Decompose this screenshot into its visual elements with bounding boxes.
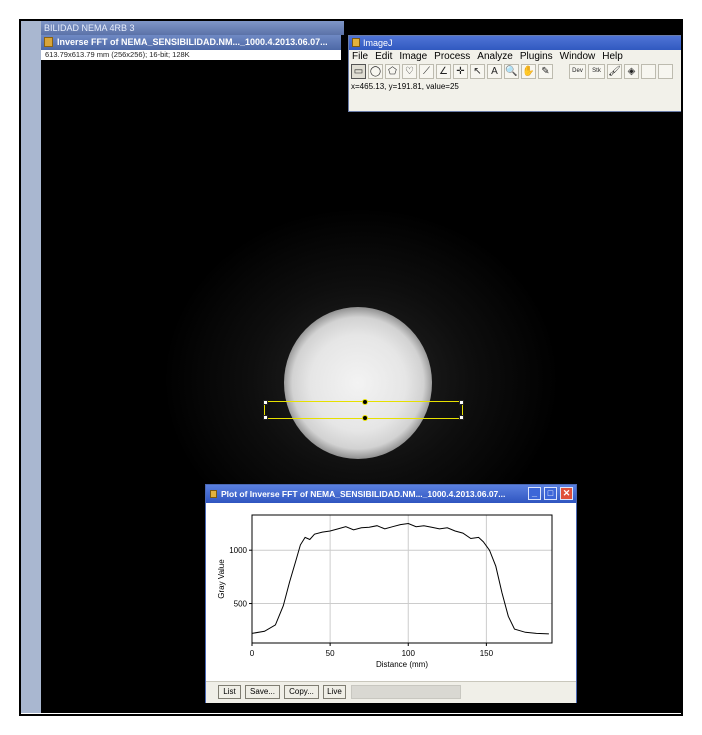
empty-tool-slot[interactable] [658,64,673,79]
menu-help[interactable]: Help [602,51,623,62]
desktop-side-strip [21,21,42,713]
menu-process[interactable]: Process [434,51,471,62]
imagej-window-icon [44,37,53,47]
close-icon[interactable]: ✕ [560,487,573,500]
menu-window[interactable]: Window [559,51,596,62]
dropper-tool-icon[interactable]: ✎ [538,64,553,79]
x-tick-label: 150 [480,649,494,658]
hand-tool-icon[interactable]: ✋ [521,64,536,79]
x-tick-label: 0 [250,649,255,658]
screenshot-frame: BILIDAD NEMA 4RB 3 Inverse FFT of NEMA_S… [19,19,683,716]
imagej-title: ImageJ [363,38,393,48]
point-tool-icon[interactable]: ✛ [453,64,468,79]
y-axis-label: Gray Value [217,559,226,599]
copy-button[interactable]: Copy... [284,685,319,699]
y-tick-label: 1000 [229,546,247,555]
brush-tool-icon[interactable]: 🖌 [607,64,622,79]
menu-bar: File Edit Image Process Analyze Plugins Window… [349,50,681,63]
imagej-desktop: BILIDAD NEMA 4RB 3 Inverse FFT of NEMA_S… [41,21,681,713]
plot-frame [251,514,553,644]
plot-titlebar[interactable]: Plot of Inverse FFT of NEMA_SENSIBILIDAD… [206,485,576,503]
roi-handle[interactable] [362,399,368,405]
menu-image[interactable]: Image [399,51,428,62]
profile-line [251,522,549,635]
maximize-icon[interactable]: □ [544,487,557,500]
menu-analyze[interactable]: Analyze [477,51,513,62]
roi-handle[interactable] [263,415,268,420]
coordinate-field [351,685,461,699]
x-tick-label: 50 [326,649,335,658]
roi-handle[interactable] [362,415,368,421]
menu-edit[interactable]: Edit [375,51,393,62]
plot-title: Plot of Inverse FFT of NEMA_SENSIBILIDAD… [221,489,506,499]
plot-button-bar: List Save... Copy... Live [206,681,576,703]
empty-tool-slot[interactable] [641,64,656,79]
phantom-disc [284,307,432,459]
rectangle-tool-icon[interactable]: ▭ [351,64,366,79]
imagej-main-window: ImageJ _ File Edit Image Process Analyze Plug… [348,35,681,112]
live-button[interactable]: Live [323,685,346,699]
oval-tool-icon[interactable]: ◯ [368,64,383,79]
dev-menu-icon[interactable]: Dev [569,64,586,79]
status-line: x=465.13, y=191.81, value=25 [351,82,459,91]
line-tool-icon[interactable]: ⟋ [419,64,434,79]
stk-menu-icon[interactable]: Stk [588,64,605,79]
freehand-tool-icon[interactable]: ♡ [402,64,417,79]
save-button[interactable]: Save... [245,685,280,699]
image-window-titlebar[interactable]: Inverse FFT of NEMA_SENSIBILIDAD.NM..._1… [41,35,341,50]
rectangle-roi[interactable] [263,399,464,421]
image-info-line: 613.79x613.79 mm (256x256); 16-bit; 128K [41,50,341,60]
flood-fill-icon[interactable]: ◈ [624,64,639,79]
imagej-icon [352,38,360,47]
menu-file[interactable]: File [352,51,369,62]
list-button[interactable]: List [218,685,241,699]
background-window-title[interactable]: BILIDAD NEMA 4RB 3 [41,21,344,35]
y-tick-label: 500 [234,600,248,609]
plot-area: 0 50 100 150 500 1000 Distance (mm) Gray Value [206,503,576,681]
tool-bar: ▭ ◯ ⬠ ♡ ⟋ ∠ ✛ ↖ A 🔍 ✋ ✎ Dev Stk 🖌 ◈ [351,63,681,81]
polygon-tool-icon[interactable]: ⬠ [385,64,400,79]
x-axis-label: Distance (mm) [376,660,428,669]
magnifier-tool-icon[interactable]: 🔍 [504,64,519,79]
imagej-titlebar[interactable]: ImageJ _ [349,36,681,50]
profile-plot: 0 50 100 150 500 1000 Distance (mm) Gray Value [217,514,553,669]
text-tool-icon[interactable]: A [487,64,502,79]
roi-handle[interactable] [263,400,268,405]
image-window-title: Inverse FFT of NEMA_SENSIBILIDAD.NM..._1… [57,37,328,47]
angle-tool-icon[interactable]: ∠ [436,64,451,79]
x-tick-label: 100 [402,649,416,658]
plot-window: Plot of Inverse FFT of NEMA_SENSIBILIDAD… [205,484,577,703]
wand-tool-icon[interactable]: ↖ [470,64,485,79]
roi-handle[interactable] [459,400,464,405]
minimize-icon[interactable]: _ [528,487,541,500]
roi-handle[interactable] [459,415,464,420]
imagej-window-icon [210,490,217,498]
menu-plugins[interactable]: Plugins [519,51,553,62]
